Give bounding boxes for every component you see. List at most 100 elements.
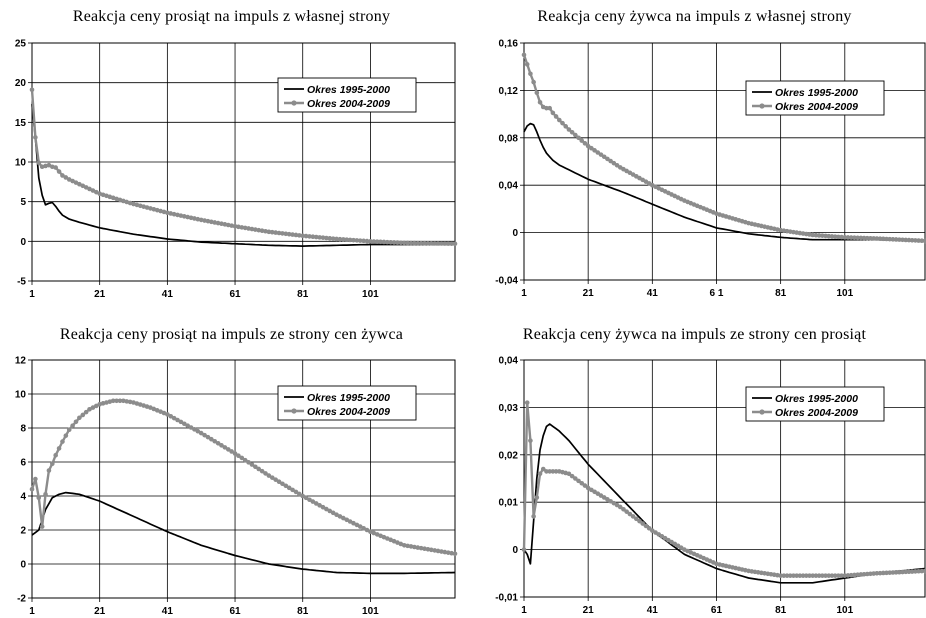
data-point: [415, 240, 421, 246]
y-tick-label: 0,16: [499, 39, 519, 50]
data-point: [293, 489, 299, 495]
y-tick-label: 6: [20, 458, 26, 469]
y-tick-label: 25: [15, 39, 27, 50]
x-tick-label: 101: [362, 606, 379, 617]
series-line-okres-2004-2009: [30, 399, 456, 555]
data-point: [804, 573, 809, 578]
data-point: [87, 407, 92, 412]
data-point: [236, 453, 241, 459]
y-tick-label: 0,04: [499, 356, 519, 367]
chart-title: Reakcja ceny prosiąt na impuls z własnej…: [72, 8, 391, 25]
data-point: [405, 543, 410, 549]
data-point: [77, 415, 82, 421]
data-point: [435, 241, 441, 246]
data-point: [823, 573, 828, 578]
data-point: [425, 240, 431, 246]
data-point: [435, 548, 441, 554]
data-point: [110, 398, 116, 404]
data-point: [528, 438, 533, 443]
data-point: [637, 518, 642, 524]
data-point: [408, 544, 414, 549]
data-point: [56, 446, 62, 451]
y-tick-label: -2: [17, 594, 26, 605]
chart-svg: 12 10 8 6 4 2 0 -21 21 41 61 81 101 Okres 1995-2000 Ok…: [15, 356, 458, 617]
data-point: [33, 135, 38, 140]
data-point: [364, 238, 370, 244]
data-point: [351, 237, 356, 243]
data-point: [178, 419, 184, 425]
data-point: [198, 430, 204, 436]
y-tick-label: 10: [15, 390, 27, 401]
data-point: [864, 235, 870, 241]
series-line-okres-2004-2009: [30, 89, 455, 245]
data-point: [263, 228, 268, 234]
x-tick-label: 1: [29, 606, 35, 617]
data-point: [445, 241, 451, 246]
data-point: [531, 79, 536, 85]
legend-swatch-marker: [291, 100, 297, 106]
data-point: [429, 241, 434, 246]
data-point: [202, 432, 207, 438]
chart-svg: 25 20 15 10 5 0 -51 21 41 61 81 101 Okres 1995-2000 O…: [15, 39, 458, 300]
data-point: [242, 457, 248, 463]
data-point: [317, 503, 322, 508]
data-point: [310, 234, 316, 240]
data-point: [246, 226, 251, 231]
data-point: [236, 224, 241, 230]
data-point: [229, 449, 234, 454]
data-point: [263, 471, 268, 476]
legend-label: Okres 1995-2000: [775, 393, 858, 405]
data-point: [624, 509, 629, 514]
data-point: [442, 241, 448, 246]
data-point: [556, 117, 562, 123]
y-tick-label: -5: [17, 277, 26, 288]
data-point: [778, 573, 783, 578]
data-point: [829, 573, 835, 578]
chart-svg: 0,16 0,12 0,08 0,04 0 -0,041 21 41 6 1 81 101 Okres…: [495, 39, 926, 299]
data-point: [300, 233, 306, 239]
data-point: [286, 231, 292, 237]
data-point: [83, 409, 89, 415]
x-tick-label: 21: [583, 605, 595, 616]
data-point: [550, 110, 556, 116]
y-tick-label: 5: [20, 197, 26, 208]
data-point: [852, 235, 857, 240]
plot-area: [31, 42, 456, 282]
data-point: [813, 573, 819, 578]
data-point: [341, 237, 346, 242]
x-tick-label: 21: [94, 289, 106, 300]
data-point: [249, 462, 255, 467]
data-point: [280, 231, 285, 236]
x-tick-label: 41: [162, 289, 174, 300]
data-point: [269, 475, 275, 480]
data-point: [816, 573, 822, 578]
data-point: [528, 71, 533, 77]
data-point: [537, 471, 543, 477]
x-tick-label: 21: [94, 606, 106, 617]
data-point: [63, 175, 69, 180]
chart-title: Reakcja ceny żywca na impuls ze strony c…: [522, 326, 867, 343]
data-point: [283, 483, 289, 489]
y-tick-label: 0: [512, 228, 518, 239]
data-point: [266, 229, 272, 235]
data-point: [283, 231, 289, 237]
data-point: [273, 477, 278, 482]
data-point: [646, 525, 652, 531]
data-point: [378, 239, 383, 245]
data-point: [579, 138, 585, 143]
data-point: [845, 235, 851, 240]
data-point: [43, 492, 48, 497]
data-point: [53, 452, 58, 458]
y-tick-label: 0,02: [499, 450, 519, 461]
data-point: [114, 398, 119, 404]
data-point: [560, 120, 565, 126]
x-tick-label: 101: [362, 289, 379, 300]
y-tick-label: 15: [15, 118, 27, 129]
y-tick-label: 8: [20, 424, 26, 435]
chart-panel-hog-own: Reakcja ceny żywca na impuls z własnej s…: [463, 0, 926, 309]
data-point: [80, 412, 86, 418]
legend-box: [745, 80, 885, 116]
data-point: [442, 549, 448, 555]
x-tick-label: 81: [775, 605, 787, 616]
y-tick-label: 2: [20, 526, 26, 537]
